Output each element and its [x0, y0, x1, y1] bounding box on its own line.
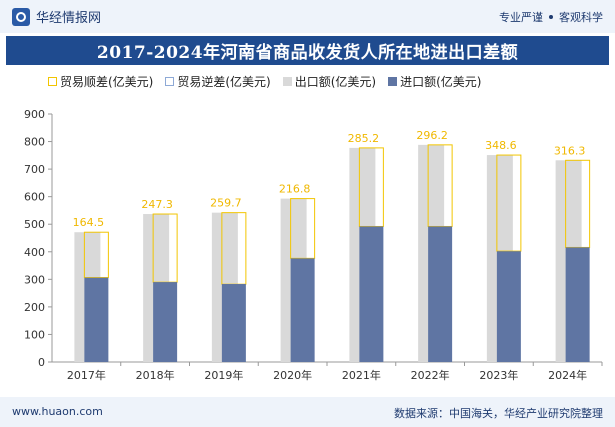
tagline-right: 客观科学	[559, 11, 603, 24]
bar-surplus	[83, 231, 109, 279]
legend-swatch-import	[388, 76, 398, 86]
bar-import	[496, 251, 521, 362]
brand: 华经情报网	[12, 7, 101, 26]
top-bar: 华经情报网 专业严谨 客观科学	[0, 0, 615, 33]
data-label-surplus: 316.3	[554, 144, 586, 157]
legend-label-export: 出口额(亿美元)	[294, 74, 377, 89]
data-label-surplus: 296.2	[416, 129, 448, 142]
y-tick-label: 800	[24, 136, 45, 149]
x-tick-label: 2023年	[479, 368, 518, 382]
y-tick-label: 400	[24, 246, 45, 259]
y-tick-label: 300	[24, 273, 45, 286]
data-label-surplus: 216.8	[279, 183, 311, 196]
legend-item-export: 出口额(亿美元)	[282, 73, 377, 90]
x-tick-label: 2019年	[204, 368, 243, 382]
chart-plot: 0 100 200 300 400 500 600 700 800 900 164.5 2017年 24…	[24, 108, 603, 382]
y-tick-label: 700	[24, 163, 45, 176]
bar-import	[153, 282, 178, 362]
legend-label-deficit: 贸易逆差(亿美元)	[177, 74, 271, 89]
legend-item-deficit: 贸易逆差(亿美元)	[165, 73, 271, 90]
chart-legend: 贸易顺差(亿美元) 贸易逆差(亿美元) 出口额(亿美元) 进口额(亿美元)	[48, 72, 482, 90]
footer: www.huaon.com 数据来源：中国海关，华经产业研究院整理	[0, 397, 615, 427]
y-tick-label: 200	[24, 301, 45, 314]
y-tick-label: 100	[24, 328, 45, 341]
legend-label-import: 进口额(亿美元)	[400, 74, 482, 89]
x-tick-label: 2017年	[67, 368, 106, 382]
bar-import	[84, 277, 109, 362]
footer-site: www.huaon.com	[12, 405, 103, 418]
x-tick-label: 2020年	[273, 368, 312, 382]
chart-title: 2017-2024年河南省商品收发货人所在地进出口差额	[6, 36, 609, 65]
y-tick-label: 0	[38, 356, 45, 369]
x-tick-label: 2018年	[136, 368, 175, 382]
brand-logo-icon	[12, 7, 30, 26]
brand-name: 华经情报网	[36, 11, 102, 26]
bar-import	[221, 284, 246, 362]
data-label-surplus: 348.6	[485, 139, 517, 152]
separator-dot-icon	[549, 15, 553, 19]
legend-swatch-surplus	[48, 76, 57, 86]
bar-surplus	[290, 198, 316, 259]
data-label-surplus: 285.2	[348, 132, 380, 145]
bar-import	[359, 226, 384, 362]
x-tick-label: 2021年	[342, 368, 381, 382]
data-label-surplus: 164.5	[73, 216, 105, 229]
bar-import	[290, 258, 315, 362]
footer-source: 数据来源：中国海关，华经产业研究院整理	[394, 407, 603, 420]
y-tick-label: 600	[24, 191, 45, 204]
bar-surplus	[496, 154, 522, 252]
bar-import	[428, 226, 453, 362]
y-tick-label: 500	[24, 218, 45, 231]
tagline-left: 专业严谨	[499, 11, 543, 24]
legend-item-surplus: 贸易顺差(亿美元)	[48, 73, 153, 90]
legend-label-surplus: 贸易顺差(亿美元)	[60, 74, 154, 89]
data-label-surplus: 247.3	[141, 198, 173, 211]
data-label-surplus: 259.7	[210, 197, 242, 210]
legend-swatch-deficit	[165, 76, 175, 86]
bar-import	[565, 247, 590, 362]
x-tick-label: 2024年	[548, 368, 587, 382]
y-tick-label: 900	[24, 108, 45, 121]
legend-item-import: 进口额(亿美元)	[388, 73, 482, 90]
x-tick-label: 2022年	[411, 368, 450, 382]
legend-swatch-export	[282, 76, 292, 86]
tagline: 专业严谨 客观科学	[499, 9, 603, 25]
